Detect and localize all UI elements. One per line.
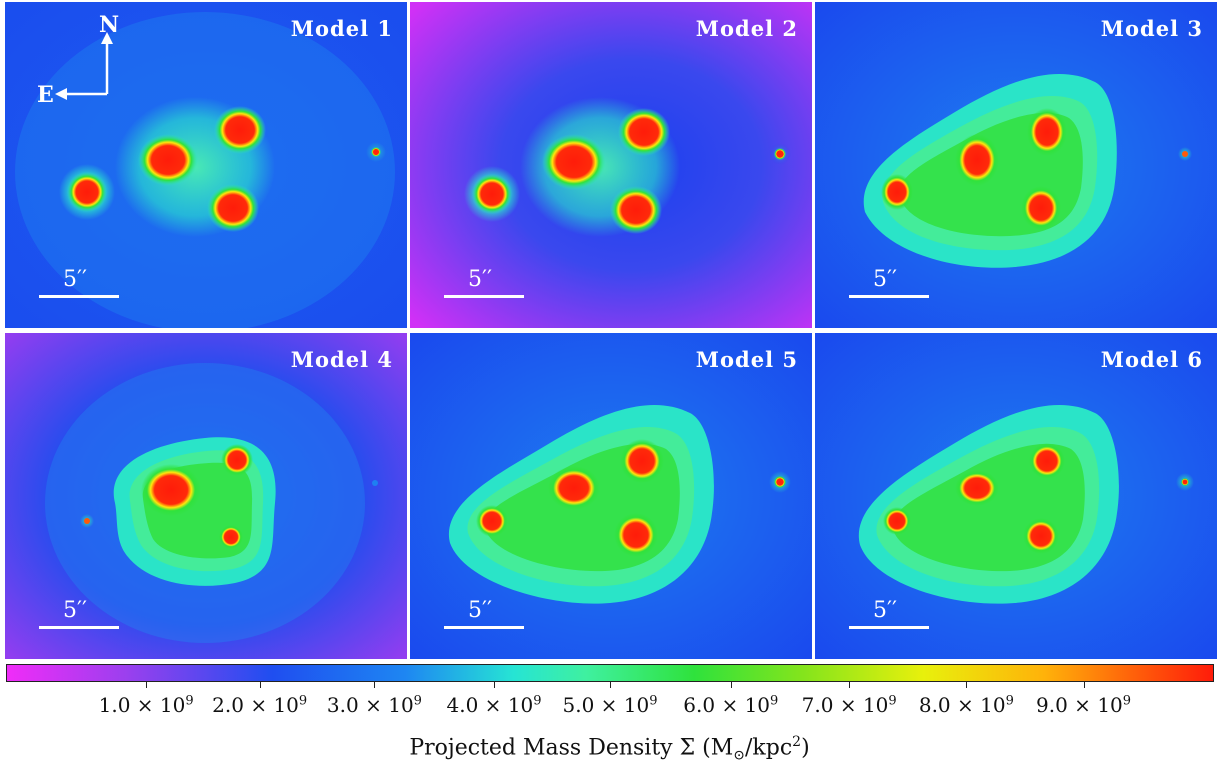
scale-bar (444, 295, 524, 298)
colorbar-tick (966, 682, 968, 688)
panel-title: Model 6 (1100, 347, 1203, 372)
panel-model-2: Model 2 5′′ (410, 2, 812, 328)
panel-title: Model 3 (1100, 16, 1203, 41)
panel-model-5: Model 5 5′′ (410, 333, 812, 659)
colorbar-tick (849, 682, 851, 688)
panel-model-6: Model 6 5′′ (815, 333, 1217, 659)
colorbar-title-unit: /kpc (745, 735, 793, 761)
scale-bar-label: 5′′ (468, 598, 492, 623)
compass-north-label: N (99, 12, 120, 38)
scale-bar (849, 295, 929, 298)
colorbar-title-main: Projected Mass Density Σ (M (409, 735, 734, 761)
compass-east-label: E (37, 82, 54, 108)
colorbar-tick (1083, 682, 1085, 688)
scale-bar (444, 626, 524, 629)
scale-bar (39, 295, 119, 298)
colorbar-title-sub: ⊙ (733, 747, 745, 764)
colorbar-tick (259, 682, 261, 688)
panel-model-4: Model 4 5′′ (5, 333, 407, 659)
compass: N E (5, 2, 145, 122)
density-map-model-1 (5, 2, 407, 328)
colorbar-tick-label: 3.0 × 109 (326, 693, 422, 717)
figure-grid: Model 1 N E 5′′ (5, 2, 1217, 659)
scale-bar-label: 5′′ (468, 267, 492, 292)
panel-title: Model 4 (290, 347, 393, 372)
colorbar-title-sup: 2 (792, 734, 802, 750)
density-map-model-6 (815, 333, 1217, 659)
colorbar-title: Projected Mass Density Σ (M⊙/kpc2) (0, 734, 1219, 764)
panel-title: Model 2 (695, 16, 798, 41)
scale-bar-label: 5′′ (63, 598, 87, 623)
density-map-model-5 (410, 333, 812, 659)
panel-title: Model 5 (695, 347, 798, 372)
colorbar-tick-label: 5.0 × 109 (562, 693, 658, 717)
colorbar-title-end: ) (801, 735, 810, 761)
scale-bar (849, 626, 929, 629)
colorbar-tick-label: 2.0 × 109 (212, 693, 308, 717)
density-map-model-2 (410, 2, 812, 328)
colorbar-tick (374, 682, 376, 688)
colorbar-tick-label: 7.0 × 109 (801, 693, 897, 717)
colorbar-tick (494, 682, 496, 688)
colorbar-tick-label: 8.0 × 109 (918, 693, 1014, 717)
colorbar-tick-label: 1.0 × 109 (98, 693, 194, 717)
colorbar-tick-label: 4.0 × 109 (446, 693, 542, 717)
colorbar-tick (730, 682, 732, 688)
panel-title: Model 1 (290, 16, 393, 41)
density-map-model-3 (815, 2, 1217, 328)
colorbar-tick-label: 6.0 × 109 (683, 693, 779, 717)
panel-model-1: Model 1 N E 5′′ (5, 2, 407, 328)
density-map-model-4 (5, 333, 407, 659)
colorbar-tick-label: 9.0 × 109 (1036, 693, 1132, 717)
scale-bar-label: 5′′ (873, 598, 897, 623)
panel-model-3: Model 3 5′′ (815, 2, 1217, 328)
colorbar-tick (146, 682, 148, 688)
scale-bar-label: 5′′ (873, 267, 897, 292)
scale-bar (39, 626, 119, 629)
colorbar-ticks (6, 682, 1214, 690)
scale-bar-label: 5′′ (63, 267, 87, 292)
colorbar-tick (610, 682, 611, 688)
compass-arrows-icon (55, 32, 113, 100)
colorbar (6, 664, 1214, 682)
